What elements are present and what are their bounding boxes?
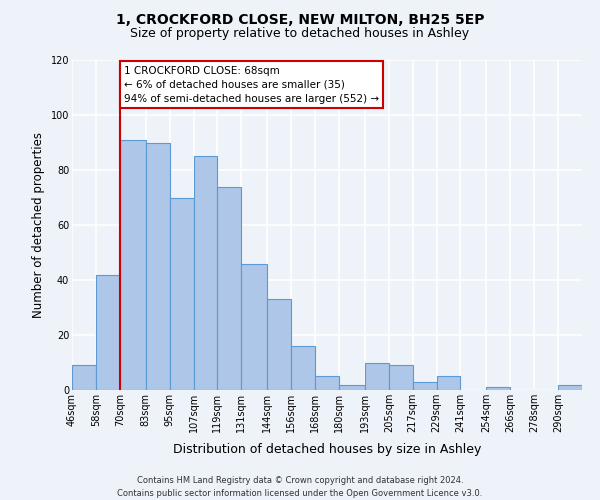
Bar — [437, 376, 460, 390]
Bar — [170, 198, 194, 390]
Bar — [365, 362, 389, 390]
Bar — [558, 384, 582, 390]
Bar — [315, 376, 339, 390]
Bar — [194, 156, 217, 390]
Y-axis label: Number of detached properties: Number of detached properties — [32, 132, 45, 318]
Bar — [217, 186, 241, 390]
Bar — [291, 346, 315, 390]
Bar — [96, 274, 120, 390]
Bar — [241, 264, 267, 390]
Bar — [146, 142, 170, 390]
Text: Contains HM Land Registry data © Crown copyright and database right 2024.
Contai: Contains HM Land Registry data © Crown c… — [118, 476, 482, 498]
Text: Size of property relative to detached houses in Ashley: Size of property relative to detached ho… — [130, 28, 470, 40]
Text: 1, CROCKFORD CLOSE, NEW MILTON, BH25 5EP: 1, CROCKFORD CLOSE, NEW MILTON, BH25 5EP — [116, 12, 484, 26]
Bar — [339, 384, 365, 390]
X-axis label: Distribution of detached houses by size in Ashley: Distribution of detached houses by size … — [173, 444, 481, 456]
Bar — [413, 382, 437, 390]
Text: 1 CROCKFORD CLOSE: 68sqm
← 6% of detached houses are smaller (35)
94% of semi-de: 1 CROCKFORD CLOSE: 68sqm ← 6% of detache… — [124, 66, 379, 104]
Bar — [389, 365, 413, 390]
Bar — [267, 299, 291, 390]
Bar — [487, 387, 510, 390]
Bar — [120, 140, 146, 390]
Bar — [72, 365, 96, 390]
